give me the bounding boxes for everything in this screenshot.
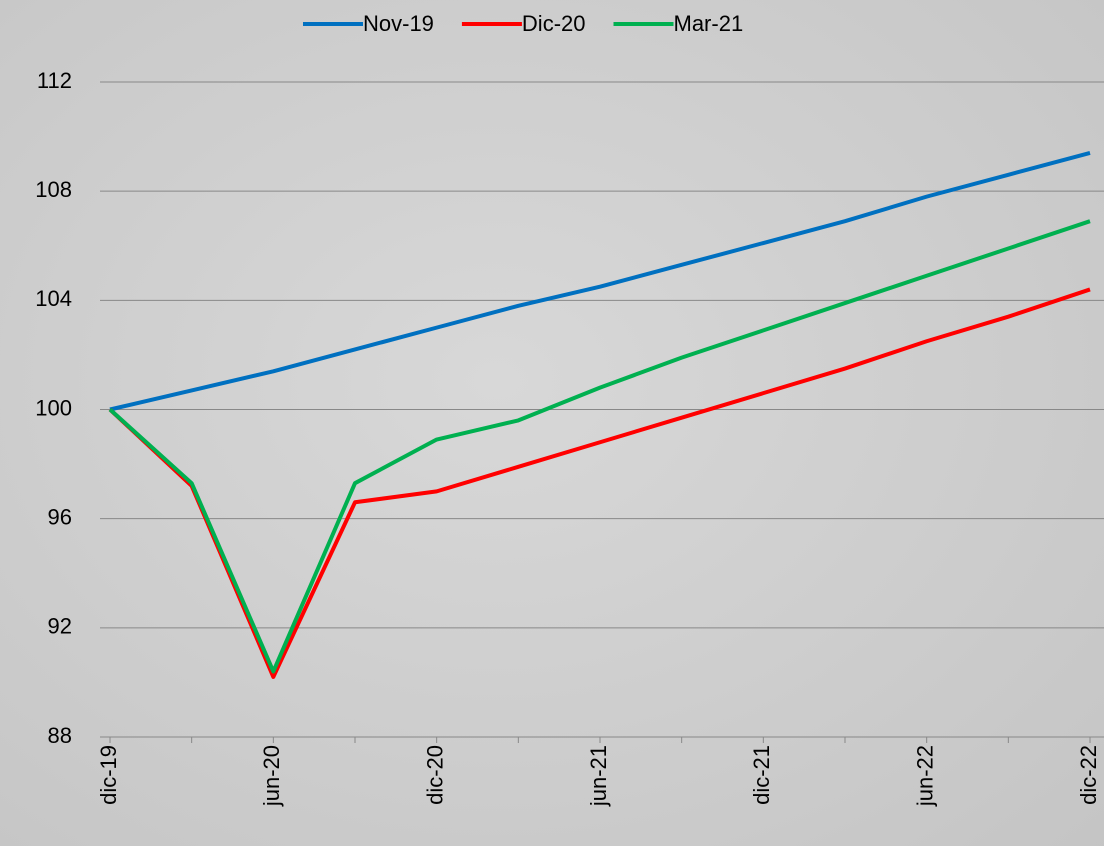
y-tick-label: 112 bbox=[37, 68, 72, 93]
y-tick-label: 100 bbox=[35, 395, 72, 420]
x-tick-label: dic-21 bbox=[749, 745, 774, 805]
legend-label: Dic-20 bbox=[522, 11, 586, 36]
x-tick-label: jun-20 bbox=[259, 745, 284, 807]
y-tick-label: 104 bbox=[35, 286, 72, 311]
chart: 88 92 96 100 104 108 112 dic-19 jun-20 dic-20 jun-… bbox=[0, 0, 1104, 846]
y-tick-label: 108 bbox=[35, 177, 72, 202]
y-tick-label: 96 bbox=[48, 504, 72, 529]
x-tick-label: jun-22 bbox=[912, 745, 937, 807]
x-tick-label: dic-19 bbox=[96, 745, 121, 805]
x-tick-label: jun-21 bbox=[586, 745, 611, 807]
legend-label: Mar-21 bbox=[674, 11, 744, 36]
y-tick-label: 92 bbox=[48, 614, 72, 639]
background bbox=[0, 0, 1104, 846]
legend-label: Nov-19 bbox=[363, 11, 434, 36]
y-tick-label: 88 bbox=[48, 723, 72, 748]
x-tick-label: dic-22 bbox=[1076, 745, 1101, 805]
x-tick-label: dic-20 bbox=[422, 745, 447, 805]
